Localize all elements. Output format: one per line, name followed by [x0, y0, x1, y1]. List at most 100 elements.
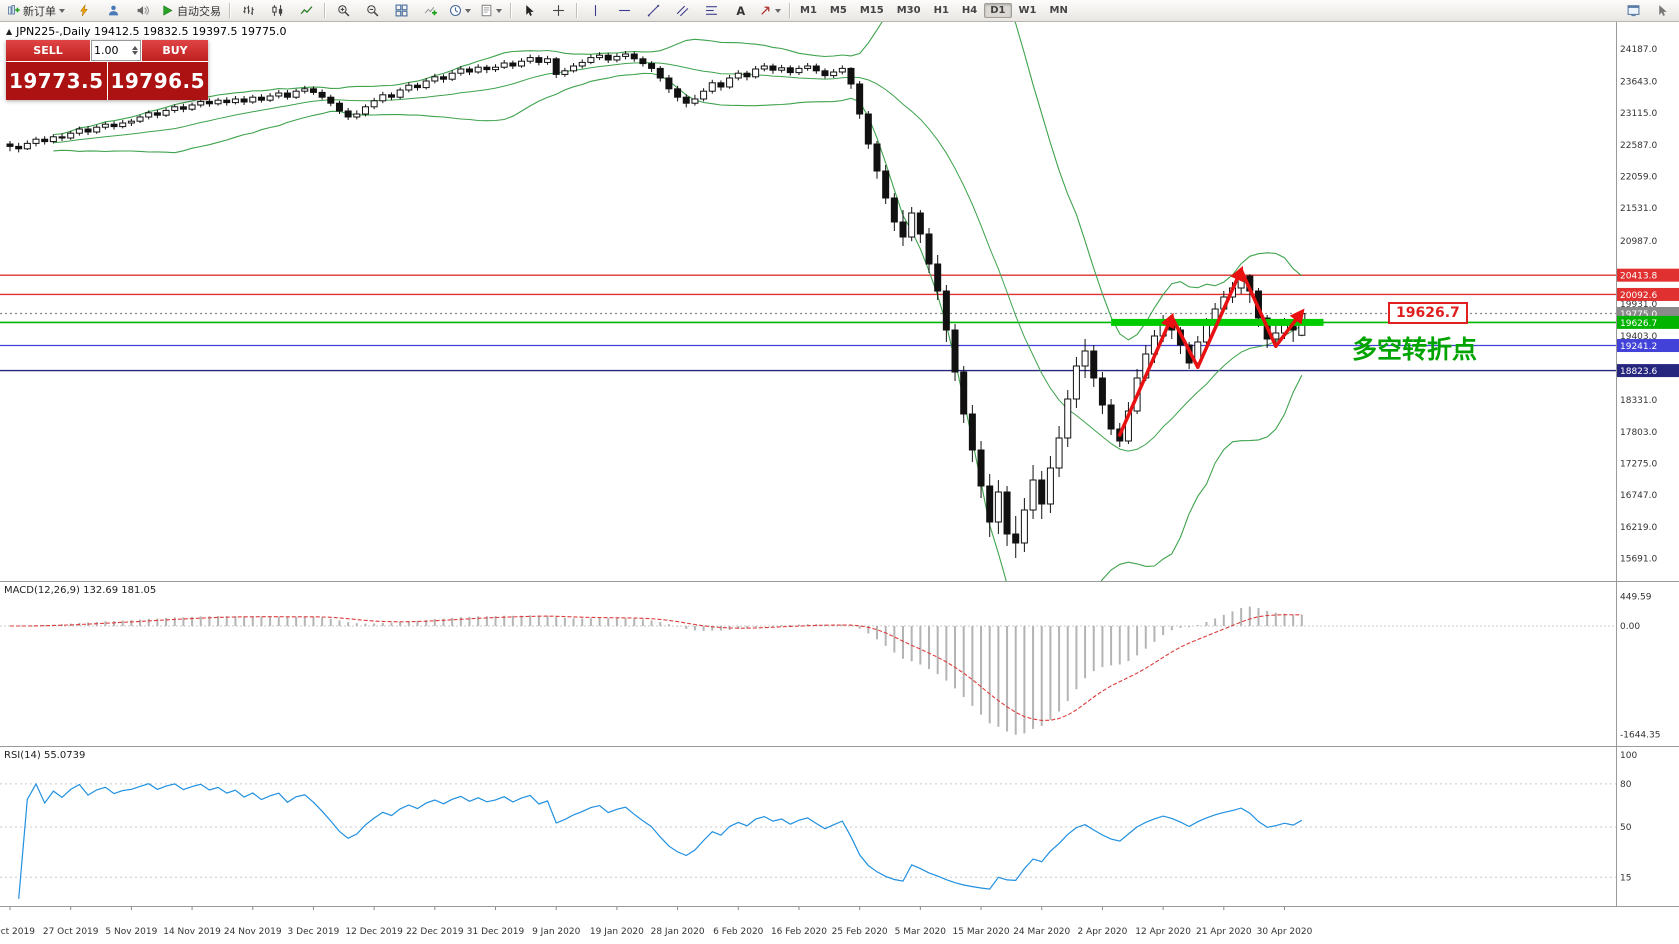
svg-text:5 Nov 2019: 5 Nov 2019: [105, 927, 157, 937]
zoom-out-icon: [366, 5, 378, 17]
contacts-button[interactable]: [99, 1, 127, 21]
clock-icon: [449, 4, 462, 17]
svg-text:20092.6: 20092.6: [1620, 291, 1657, 301]
svg-text:0.00: 0.00: [1620, 622, 1640, 632]
svg-text:14 Nov 2019: 14 Nov 2019: [163, 927, 221, 937]
svg-text:30 Apr 2020: 30 Apr 2020: [1257, 927, 1313, 937]
volume-stepper[interactable]: [132, 43, 140, 58]
svg-text:24187.0: 24187.0: [1620, 45, 1657, 55]
pointer-icon: [1658, 5, 1667, 16]
new-order-button[interactable]: 新订单: [3, 1, 69, 21]
toolbar-separator: [789, 3, 790, 18]
turning-point-annotation[interactable]: 多空转折点: [1352, 335, 1478, 364]
svg-text:80: 80: [1620, 780, 1632, 790]
svg-text:50: 50: [1620, 823, 1632, 833]
svg-text:20987.0: 20987.0: [1620, 237, 1657, 247]
trendline-button[interactable]: [639, 1, 667, 21]
svg-text:27 Oct 2019: 27 Oct 2019: [43, 927, 99, 937]
data-window-button[interactable]: [1619, 1, 1647, 21]
autotrade-label: 自动交易: [177, 4, 221, 18]
svg-text:21531.0: 21531.0: [1620, 204, 1657, 214]
sell-price-button[interactable]: 19773.5: [6, 62, 107, 100]
timeframe-m5[interactable]: M5: [829, 5, 847, 16]
candlestick-chart-button[interactable]: [263, 1, 291, 21]
toolbar-separator: [324, 3, 325, 18]
speaker-icon: [137, 5, 149, 16]
horizontal-line-button[interactable]: [610, 1, 638, 21]
price-axis[interactable]: [1616, 22, 1679, 906]
horizontal-line-icon: [618, 9, 630, 12]
candlestick-icon: [271, 5, 282, 16]
time-axis[interactable]: [0, 906, 1616, 944]
autotrade-button[interactable]: 自动交易: [157, 1, 225, 21]
zoom-out-button[interactable]: [358, 1, 386, 21]
svg-text:5 Mar 2020: 5 Mar 2020: [895, 927, 947, 937]
timeframe-h1[interactable]: H1: [933, 5, 949, 16]
arrows-tool-button[interactable]: [755, 1, 785, 21]
svg-text:2 Apr 2020: 2 Apr 2020: [1077, 927, 1127, 937]
svg-text:24 Mar 2020: 24 Mar 2020: [1013, 927, 1070, 937]
timeframe-h4[interactable]: H4: [961, 5, 978, 16]
svg-text:16219.0: 16219.0: [1620, 523, 1657, 533]
panel-splitter-macd[interactable]: [0, 579, 1679, 583]
templates-button[interactable]: [476, 1, 506, 21]
svg-text:19 Jan 2020: 19 Jan 2020: [590, 927, 644, 937]
svg-text:28 Jan 2020: 28 Jan 2020: [651, 927, 705, 937]
buy-button[interactable]: BUY: [142, 40, 208, 61]
svg-text:31 Dec 2019: 31 Dec 2019: [467, 927, 525, 937]
macd-header: MACD(12,26,9) 132.69 181.05: [4, 585, 157, 596]
channel-button[interactable]: [668, 1, 696, 21]
stepper-down-icon[interactable]: [132, 51, 138, 58]
new-order-icon: [8, 5, 20, 15]
svg-text:15 Mar 2020: 15 Mar 2020: [953, 927, 1010, 937]
timeframe-w1[interactable]: W1: [1018, 5, 1037, 16]
svg-text:22587.0: 22587.0: [1620, 141, 1657, 151]
timeframe-m30[interactable]: M30: [896, 5, 921, 16]
svg-text:23643.0: 23643.0: [1620, 77, 1657, 87]
sell-button[interactable]: SELL: [6, 40, 90, 61]
svg-text:19931.0: 19931.0: [1620, 300, 1657, 310]
svg-text:100: 100: [1620, 751, 1637, 761]
line-chart-icon: [300, 6, 312, 15]
fibonacci-button[interactable]: [697, 1, 725, 21]
chart-ohlc-text: JPN225-,Daily 19412.5 19832.5 19397.5 19…: [16, 25, 287, 38]
tile-windows-icon: [395, 4, 407, 17]
buy-price-button[interactable]: 19796.5: [107, 62, 208, 100]
svg-text:22 Dec 2019: 22 Dec 2019: [406, 927, 464, 937]
svg-text:18823.6: 18823.6: [1620, 367, 1657, 377]
panel-splitter-rsi[interactable]: [0, 744, 1679, 748]
crosshair-icon: [552, 5, 564, 16]
tile-windows-button[interactable]: [387, 1, 415, 21]
cursor-mode-button[interactable]: [1648, 1, 1676, 21]
timeframe-mn[interactable]: MN: [1049, 5, 1068, 16]
svg-text:16 Feb 2020: 16 Feb 2020: [771, 927, 827, 937]
svg-text:21 Apr 2020: 21 Apr 2020: [1196, 927, 1252, 937]
volume-field[interactable]: [91, 40, 141, 61]
news-button[interactable]: [128, 1, 156, 21]
vertical-line-button[interactable]: [581, 1, 609, 21]
lightning-icon: [79, 4, 88, 17]
timeframe-m1[interactable]: M1: [800, 5, 817, 16]
text-tool-button[interactable]: A: [726, 1, 754, 21]
bar-chart-button[interactable]: [234, 1, 262, 21]
svg-text:18331.0: 18331.0: [1620, 396, 1657, 406]
dropdown-caret-icon: [465, 9, 471, 16]
volume-input[interactable]: [92, 44, 128, 57]
stepper-up-icon[interactable]: [132, 43, 138, 50]
quick-trade-button[interactable]: [70, 1, 98, 21]
price-level-tag[interactable]: 19626.7: [1388, 302, 1468, 324]
zoom-in-button[interactable]: [329, 1, 357, 21]
indicators-button[interactable]: [416, 1, 444, 21]
crosshair-button[interactable]: [544, 1, 572, 21]
svg-text:A: A: [736, 4, 745, 17]
svg-text:12 Apr 2020: 12 Apr 2020: [1135, 927, 1191, 937]
fibonacci-icon: [705, 6, 717, 15]
line-chart-button[interactable]: [292, 1, 320, 21]
timeframe-d1[interactable]: D1: [984, 3, 1012, 18]
periods-button[interactable]: [445, 1, 475, 21]
timeframe-m15[interactable]: M15: [859, 5, 884, 16]
cursor-button[interactable]: [515, 1, 543, 21]
collapse-one-click-icon[interactable]: ▲: [6, 27, 13, 36]
data-window-icon: [1627, 5, 1639, 17]
